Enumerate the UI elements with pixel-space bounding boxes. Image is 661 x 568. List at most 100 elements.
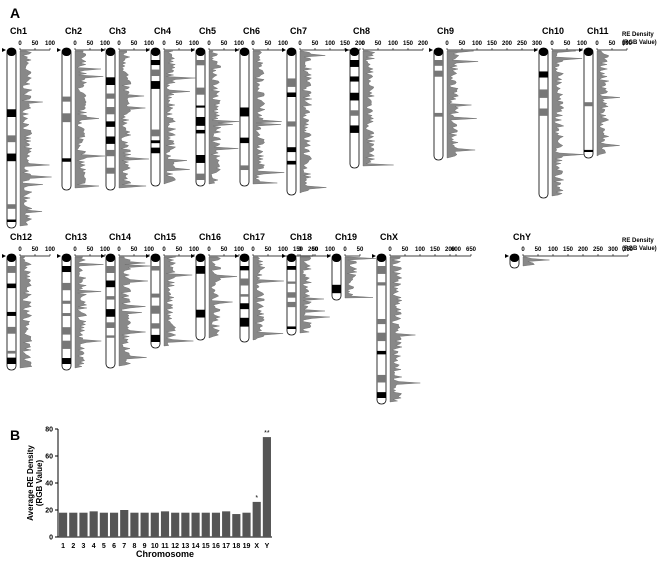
tick-label: 200: [445, 247, 456, 253]
x-axis-title: Chromosome: [136, 549, 194, 559]
marker: [579, 48, 583, 52]
tick-label: 100: [278, 247, 289, 253]
marker: [101, 48, 105, 52]
band: [151, 60, 160, 66]
centromere: [62, 48, 71, 56]
band: [539, 108, 548, 116]
tick-label: 0: [207, 41, 211, 47]
band: [196, 116, 205, 126]
bar: [99, 512, 108, 537]
band: [151, 323, 160, 329]
bar: [109, 512, 119, 537]
x-tick-label: X: [254, 543, 259, 550]
band: [106, 266, 115, 273]
density-profile: [252, 50, 285, 185]
band: [377, 318, 386, 325]
tick-label: 50: [459, 41, 466, 47]
tick-label: 200: [418, 41, 429, 47]
centromere: [584, 48, 593, 56]
band: [106, 280, 115, 288]
annotation: **: [264, 430, 270, 437]
centromere: [196, 48, 205, 56]
tick-label: 150: [293, 247, 304, 253]
tick-label: 0: [445, 41, 449, 47]
tick-label: 0: [251, 41, 255, 47]
tick-label: 100: [278, 41, 289, 47]
x-tick-label: 8: [132, 543, 136, 550]
tick-label: 150: [563, 247, 574, 253]
chromosome-name: Ch9: [437, 26, 454, 36]
tick-label: 100: [388, 41, 399, 47]
marker: [327, 254, 331, 258]
panel-label: A: [10, 5, 20, 21]
tick-label: 0: [117, 247, 121, 253]
chromosome-name: Ch12: [10, 232, 32, 242]
band: [434, 70, 443, 77]
tick-label: 0: [162, 41, 166, 47]
band: [377, 392, 386, 398]
band: [287, 301, 296, 308]
axis-title: RE Density: [622, 238, 654, 244]
band: [584, 149, 593, 152]
band: [287, 326, 296, 329]
centromere: [539, 48, 548, 56]
tick-label: 100: [144, 247, 155, 253]
band: [240, 303, 249, 310]
band: [62, 96, 71, 102]
tick-label: 250: [593, 247, 604, 253]
band: [7, 350, 16, 354]
band: [196, 173, 205, 180]
density-profile: [299, 256, 330, 334]
marker: [429, 48, 433, 52]
ideogram: [239, 47, 250, 187]
tick-label: 0: [361, 41, 365, 47]
y-axis-title: Average RE Density: [26, 445, 35, 521]
density-profile: [163, 50, 196, 185]
band: [106, 309, 115, 317]
density-profile: [208, 256, 238, 339]
x-tick-label: 17: [222, 543, 230, 550]
centromere: [434, 48, 443, 56]
tick-label: 100: [548, 247, 559, 253]
tick-label: 0: [18, 41, 22, 47]
band: [7, 311, 16, 316]
tick-label: 0: [521, 247, 525, 253]
tick-label: 0: [343, 247, 347, 253]
centromere: [240, 254, 249, 262]
y-tick-label: 60: [45, 454, 53, 461]
band: [240, 165, 249, 171]
chromosome-name: Ch7: [290, 26, 307, 36]
band: [151, 129, 160, 137]
tick-label: 300: [532, 41, 543, 47]
centromere: [151, 48, 160, 56]
density-profile: [19, 50, 52, 227]
bar: [171, 512, 180, 537]
band: [7, 326, 16, 334]
band: [106, 335, 115, 338]
marker: [146, 254, 150, 258]
centromere: [106, 48, 115, 56]
band: [240, 294, 249, 297]
band: [240, 137, 249, 144]
band: [350, 125, 359, 133]
band: [7, 266, 16, 273]
centromere: [62, 254, 71, 262]
marker: [191, 254, 195, 258]
band: [350, 60, 359, 67]
marker: [235, 254, 239, 258]
tick-label: 50: [221, 247, 228, 253]
tick-label: 0: [117, 41, 121, 47]
x-tick-label: 18: [232, 543, 240, 550]
band: [106, 107, 115, 115]
tick-label: 100: [234, 41, 245, 47]
density-profile: [19, 256, 33, 369]
band: [106, 167, 115, 174]
tick-label: 50: [87, 41, 94, 47]
band: [7, 109, 16, 118]
x-tick-label: 13: [181, 543, 189, 550]
tick-label: 50: [535, 247, 542, 253]
x-tick-label: Y: [265, 543, 270, 550]
tick-label: 50: [131, 247, 138, 253]
band: [196, 105, 205, 108]
